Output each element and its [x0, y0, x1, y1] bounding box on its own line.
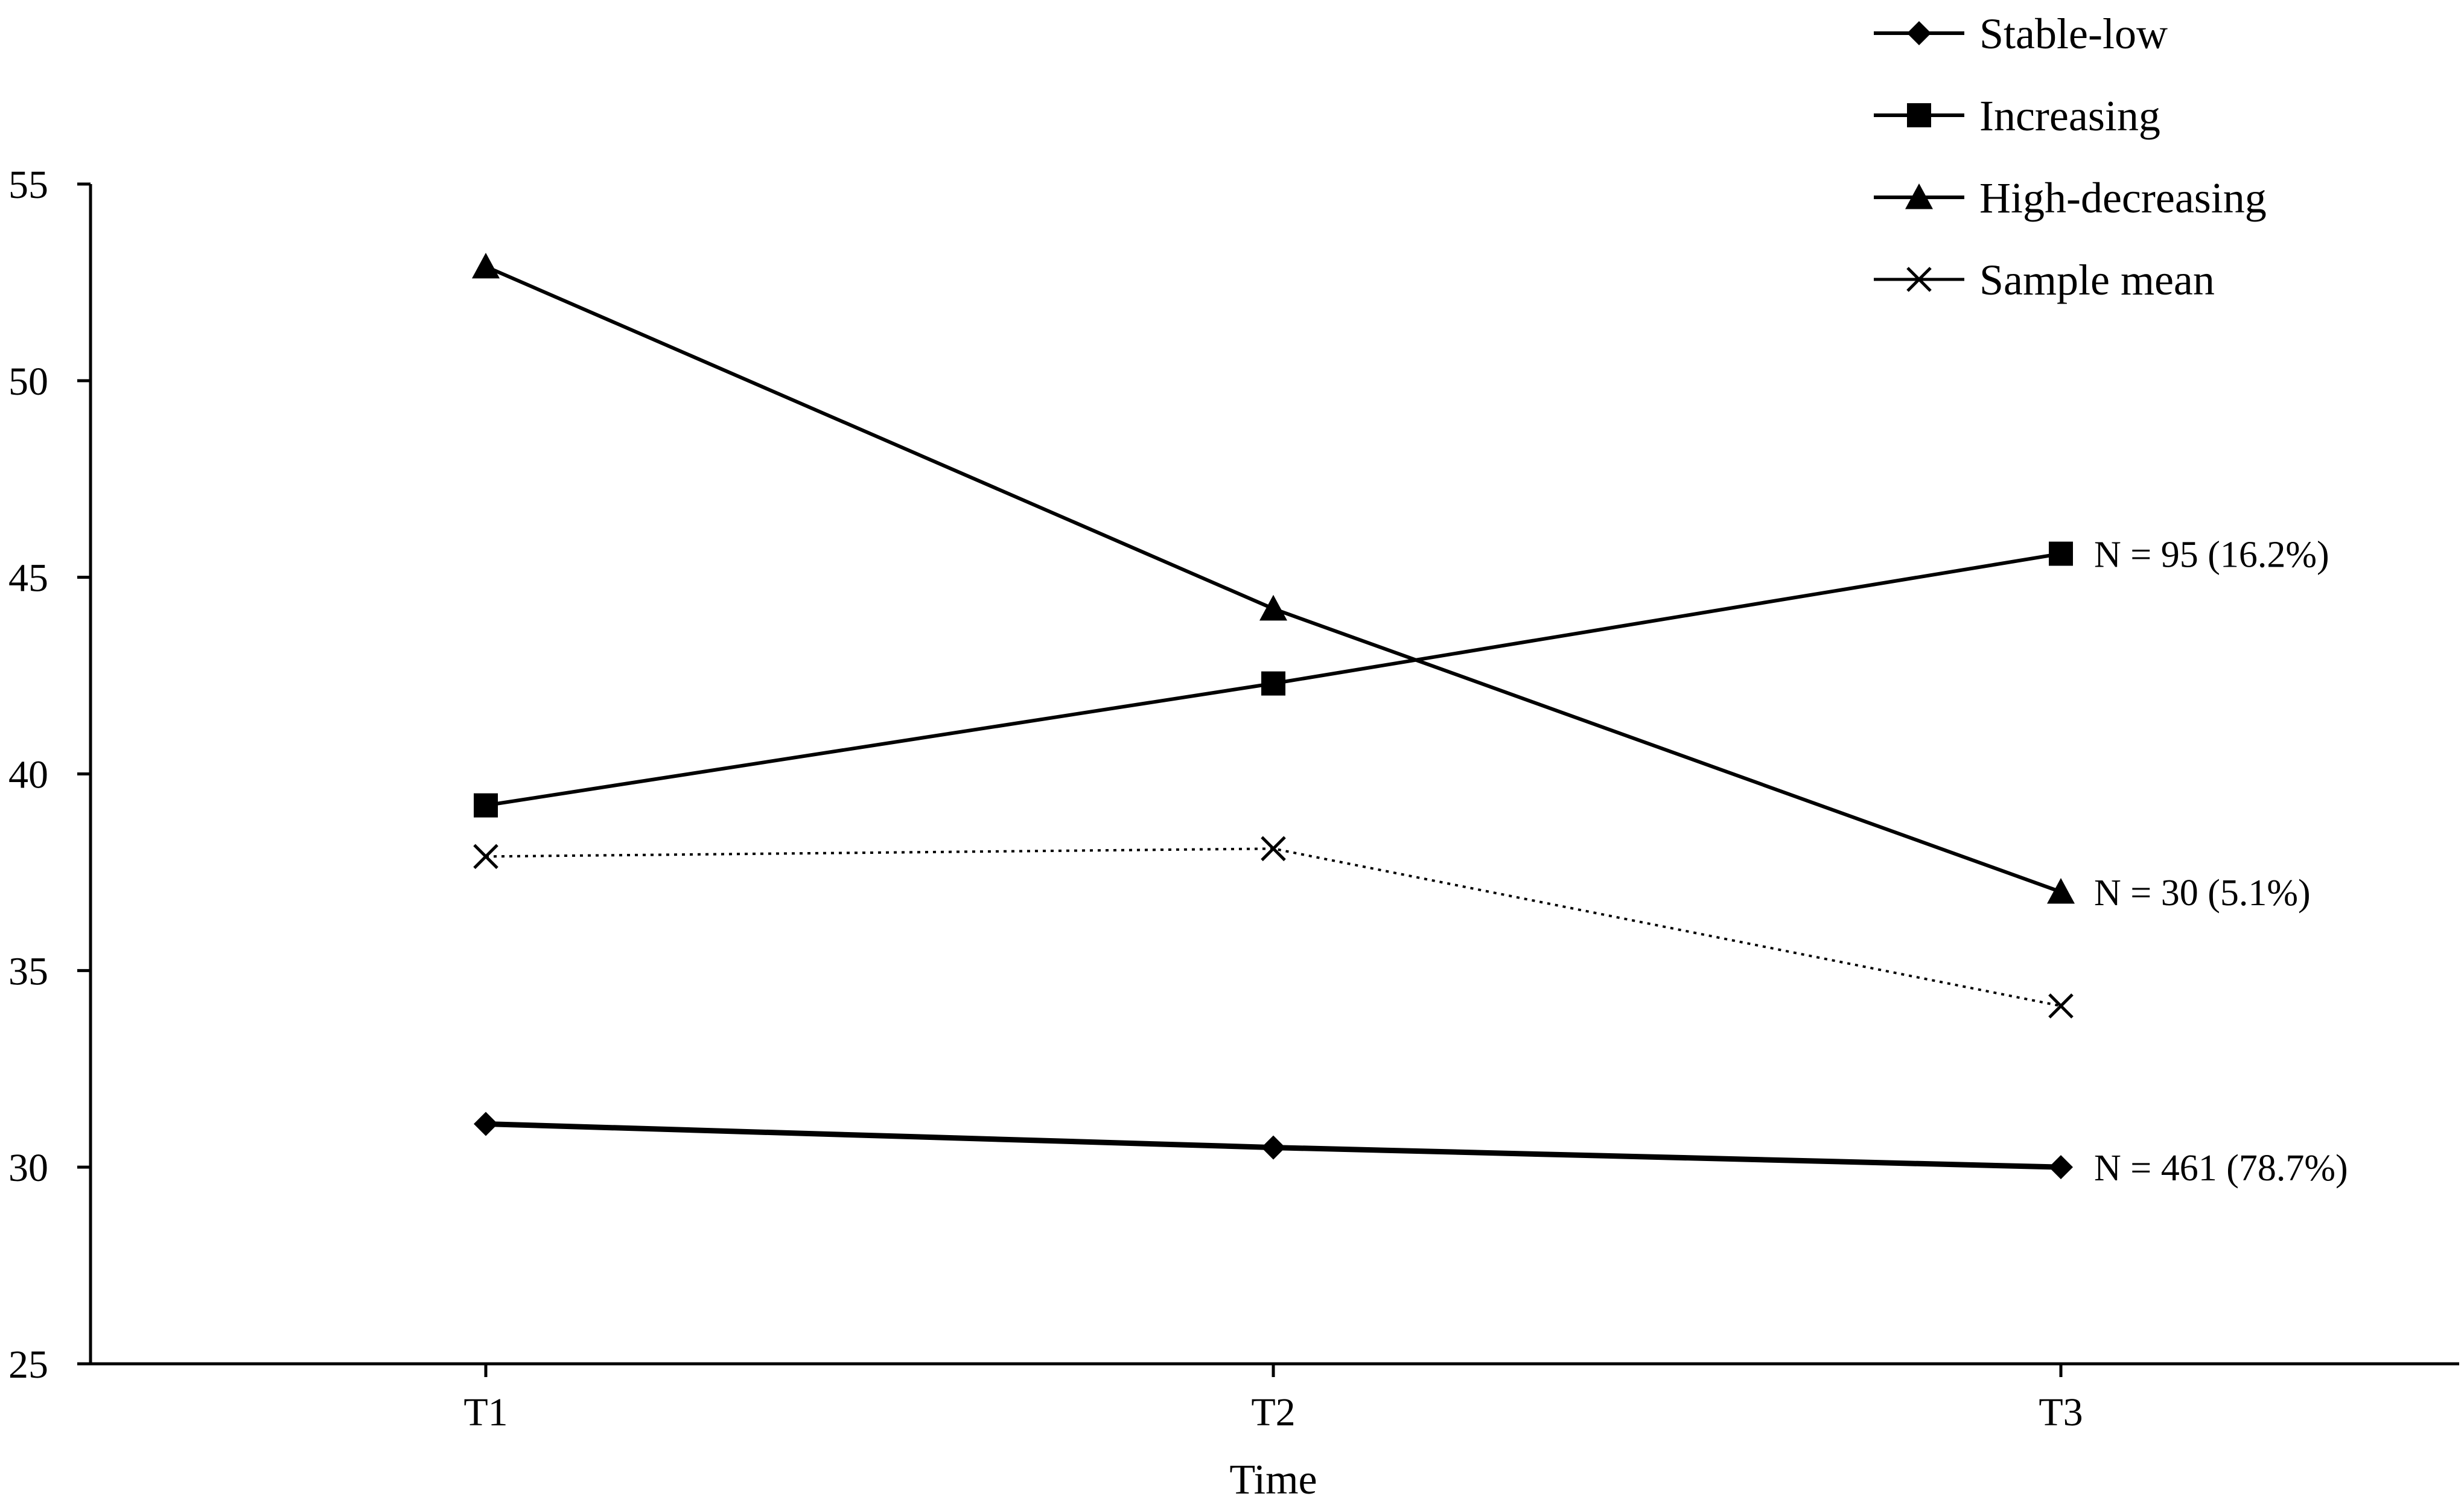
x-tick-label: T3	[2039, 1390, 2083, 1434]
y-ticks: 25 30 35 40 45 50 55	[8, 163, 91, 1387]
data-point-stable-low	[474, 1112, 498, 1136]
data-point-increasing	[474, 793, 498, 818]
data-point-increasing	[1261, 671, 1285, 696]
y-tick-label: 55	[8, 163, 48, 207]
y-tick-label: 50	[8, 360, 48, 404]
data-point-sample-mean	[473, 844, 498, 870]
legend-label: Sample mean	[1979, 256, 2215, 304]
legend-label: Increasing	[1979, 92, 2160, 140]
series-layer	[472, 252, 2075, 1180]
end-label-increasing: N = 95 (16.2%)	[2094, 535, 2329, 576]
x-tick-label: T2	[1251, 1390, 1295, 1434]
legend-item-sample-mean: Sample mean	[1874, 256, 2215, 304]
x-tick-label: T1	[463, 1390, 508, 1434]
data-point-stable-low	[2049, 1155, 2073, 1180]
y-tick-label: 45	[8, 556, 48, 600]
legend-item-high-decreasing: High-decreasing	[1874, 174, 2267, 222]
series-stable-low	[474, 1112, 2073, 1180]
data-point-high-decreasing	[2047, 878, 2075, 904]
series-line-sample-mean	[485, 847, 2061, 1007]
data-point-stable-low	[1261, 1135, 1285, 1160]
y-tick-label: 25	[8, 1343, 48, 1387]
x-axis-title: Time	[1229, 1457, 1317, 1503]
legend: Stable-low Increasing High-decreasing Sampl…	[1874, 10, 2267, 304]
x-ticks: T1 T2 T3	[463, 1364, 2083, 1434]
end-label-stable-low: N = 461 (78.7%)	[2094, 1148, 2348, 1189]
legend-label: High-decreasing	[1979, 174, 2267, 222]
end-labels: N = 461 (78.7%) N = 95 (16.2%) N = 30 (5.1…	[2094, 535, 2348, 1189]
legend-marker-stable-low	[1907, 21, 1931, 45]
y-tick-label: 30	[8, 1146, 48, 1190]
data-point-sample-mean	[1261, 836, 1286, 862]
data-point-high-decreasing	[1259, 594, 1287, 621]
data-point-increasing	[2049, 541, 2073, 566]
legend-item-increasing: Increasing	[1874, 92, 2160, 140]
data-point-sample-mean	[2048, 993, 2074, 1019]
legend-marker-increasing	[1907, 103, 1931, 127]
series-increasing	[474, 541, 2073, 818]
legend-marker-high-decreasing	[1905, 183, 1933, 209]
series-sample-mean	[473, 836, 2074, 1019]
data-point-high-decreasing	[472, 252, 500, 279]
legend-item-stable-low: Stable-low	[1874, 10, 2168, 58]
series-line-high-decreasing	[485, 265, 2062, 894]
y-tick-label: 35	[8, 949, 48, 993]
series-high-decreasing	[472, 252, 2075, 904]
y-tick-label: 40	[8, 753, 48, 797]
legend-marker-sample-mean	[1906, 267, 1932, 292]
legend-label: Stable-low	[1979, 10, 2168, 58]
end-label-high-decreasing: N = 30 (5.1%)	[2094, 873, 2311, 914]
